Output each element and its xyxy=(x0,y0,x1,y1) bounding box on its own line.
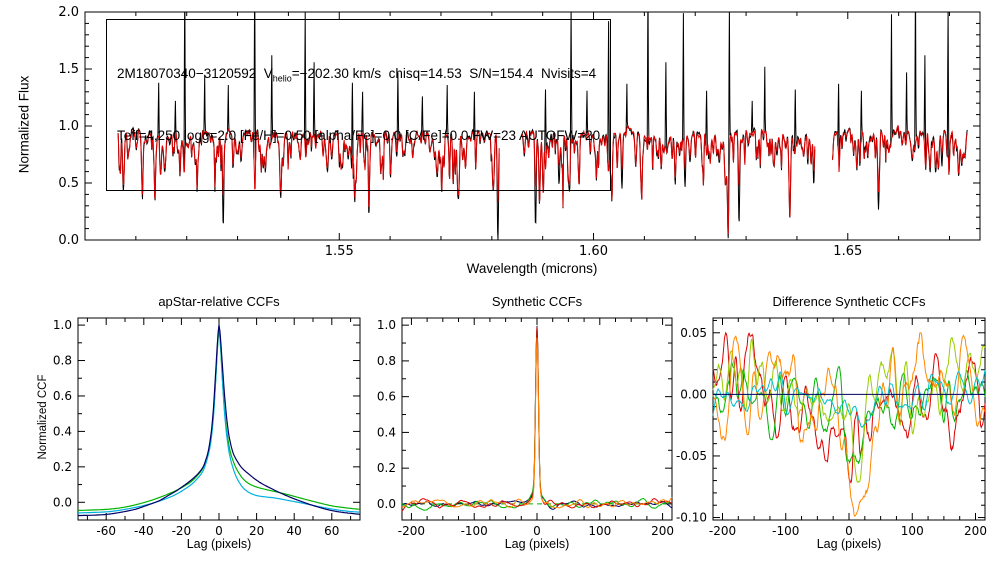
svg-text:0.8: 0.8 xyxy=(53,354,72,368)
svg-text:0.2: 0.2 xyxy=(53,460,72,474)
svg-text:0.5: 0.5 xyxy=(58,176,79,191)
svg-text:200: 200 xyxy=(964,524,987,538)
svg-text:0.0: 0.0 xyxy=(53,495,72,509)
svg-text:0.00: 0.00 xyxy=(680,387,707,401)
svg-text:-100: -100 xyxy=(461,524,488,538)
svg-text:-20: -20 xyxy=(172,524,192,538)
svg-text:0.6: 0.6 xyxy=(377,390,396,404)
svg-text:1.55: 1.55 xyxy=(325,244,354,259)
svg-text:-60: -60 xyxy=(96,524,116,538)
svg-text:0.2: 0.2 xyxy=(377,461,396,475)
svg-text:100: 100 xyxy=(588,524,611,538)
svg-text:60: 60 xyxy=(324,524,339,538)
svg-text:1.65: 1.65 xyxy=(833,244,862,259)
svg-text:100: 100 xyxy=(901,524,924,538)
svg-text:1.0: 1.0 xyxy=(58,119,79,134)
svg-text:-100: -100 xyxy=(772,524,799,538)
svg-text:1.0: 1.0 xyxy=(53,318,72,332)
svg-text:20: 20 xyxy=(249,524,264,538)
svg-text:0.4: 0.4 xyxy=(53,424,72,438)
svg-text:-40: -40 xyxy=(134,524,154,538)
svg-text:0.0: 0.0 xyxy=(58,233,79,248)
svg-text:-0.10: -0.10 xyxy=(676,511,707,525)
svg-text:40: 40 xyxy=(287,524,302,538)
svg-text:0: 0 xyxy=(215,524,223,538)
annotation-fit-stats: =−202.30 km/s chisq=14.53 S/N=154.4 Nvis… xyxy=(291,65,597,81)
svg-text:0.8: 0.8 xyxy=(377,354,396,368)
svg-text:-200: -200 xyxy=(709,524,736,538)
svg-text:2.0: 2.0 xyxy=(58,5,79,20)
svg-text:0.4: 0.4 xyxy=(377,425,396,439)
annotation-line-1: 2M18070340−3120592 Vhelio=−202.30 km/s c… xyxy=(117,64,600,86)
svg-text:1.0: 1.0 xyxy=(377,318,396,332)
svg-text:0: 0 xyxy=(533,524,541,538)
svg-text:-0.05: -0.05 xyxy=(676,449,707,463)
svg-text:0: 0 xyxy=(845,524,853,538)
svg-text:0.0: 0.0 xyxy=(377,497,396,511)
svg-text:1.5: 1.5 xyxy=(58,62,79,77)
annotation-target-id: 2M18070340−3120592 V xyxy=(117,65,273,81)
annotation-vhelio-subscript: helio xyxy=(272,73,292,84)
svg-text:-200: -200 xyxy=(398,524,425,538)
annotation-line-2: Teff=4,250 logg=2.0 [Fe/H]=0.50 [alpha/F… xyxy=(117,128,601,144)
svg-text:200: 200 xyxy=(651,524,674,538)
svg-text:0.05: 0.05 xyxy=(680,326,707,340)
annotation-box: 2M18070340−3120592 Vhelio=−202.30 km/s c… xyxy=(106,19,612,191)
svg-text:1.60: 1.60 xyxy=(579,244,608,259)
svg-text:0.6: 0.6 xyxy=(53,389,72,403)
